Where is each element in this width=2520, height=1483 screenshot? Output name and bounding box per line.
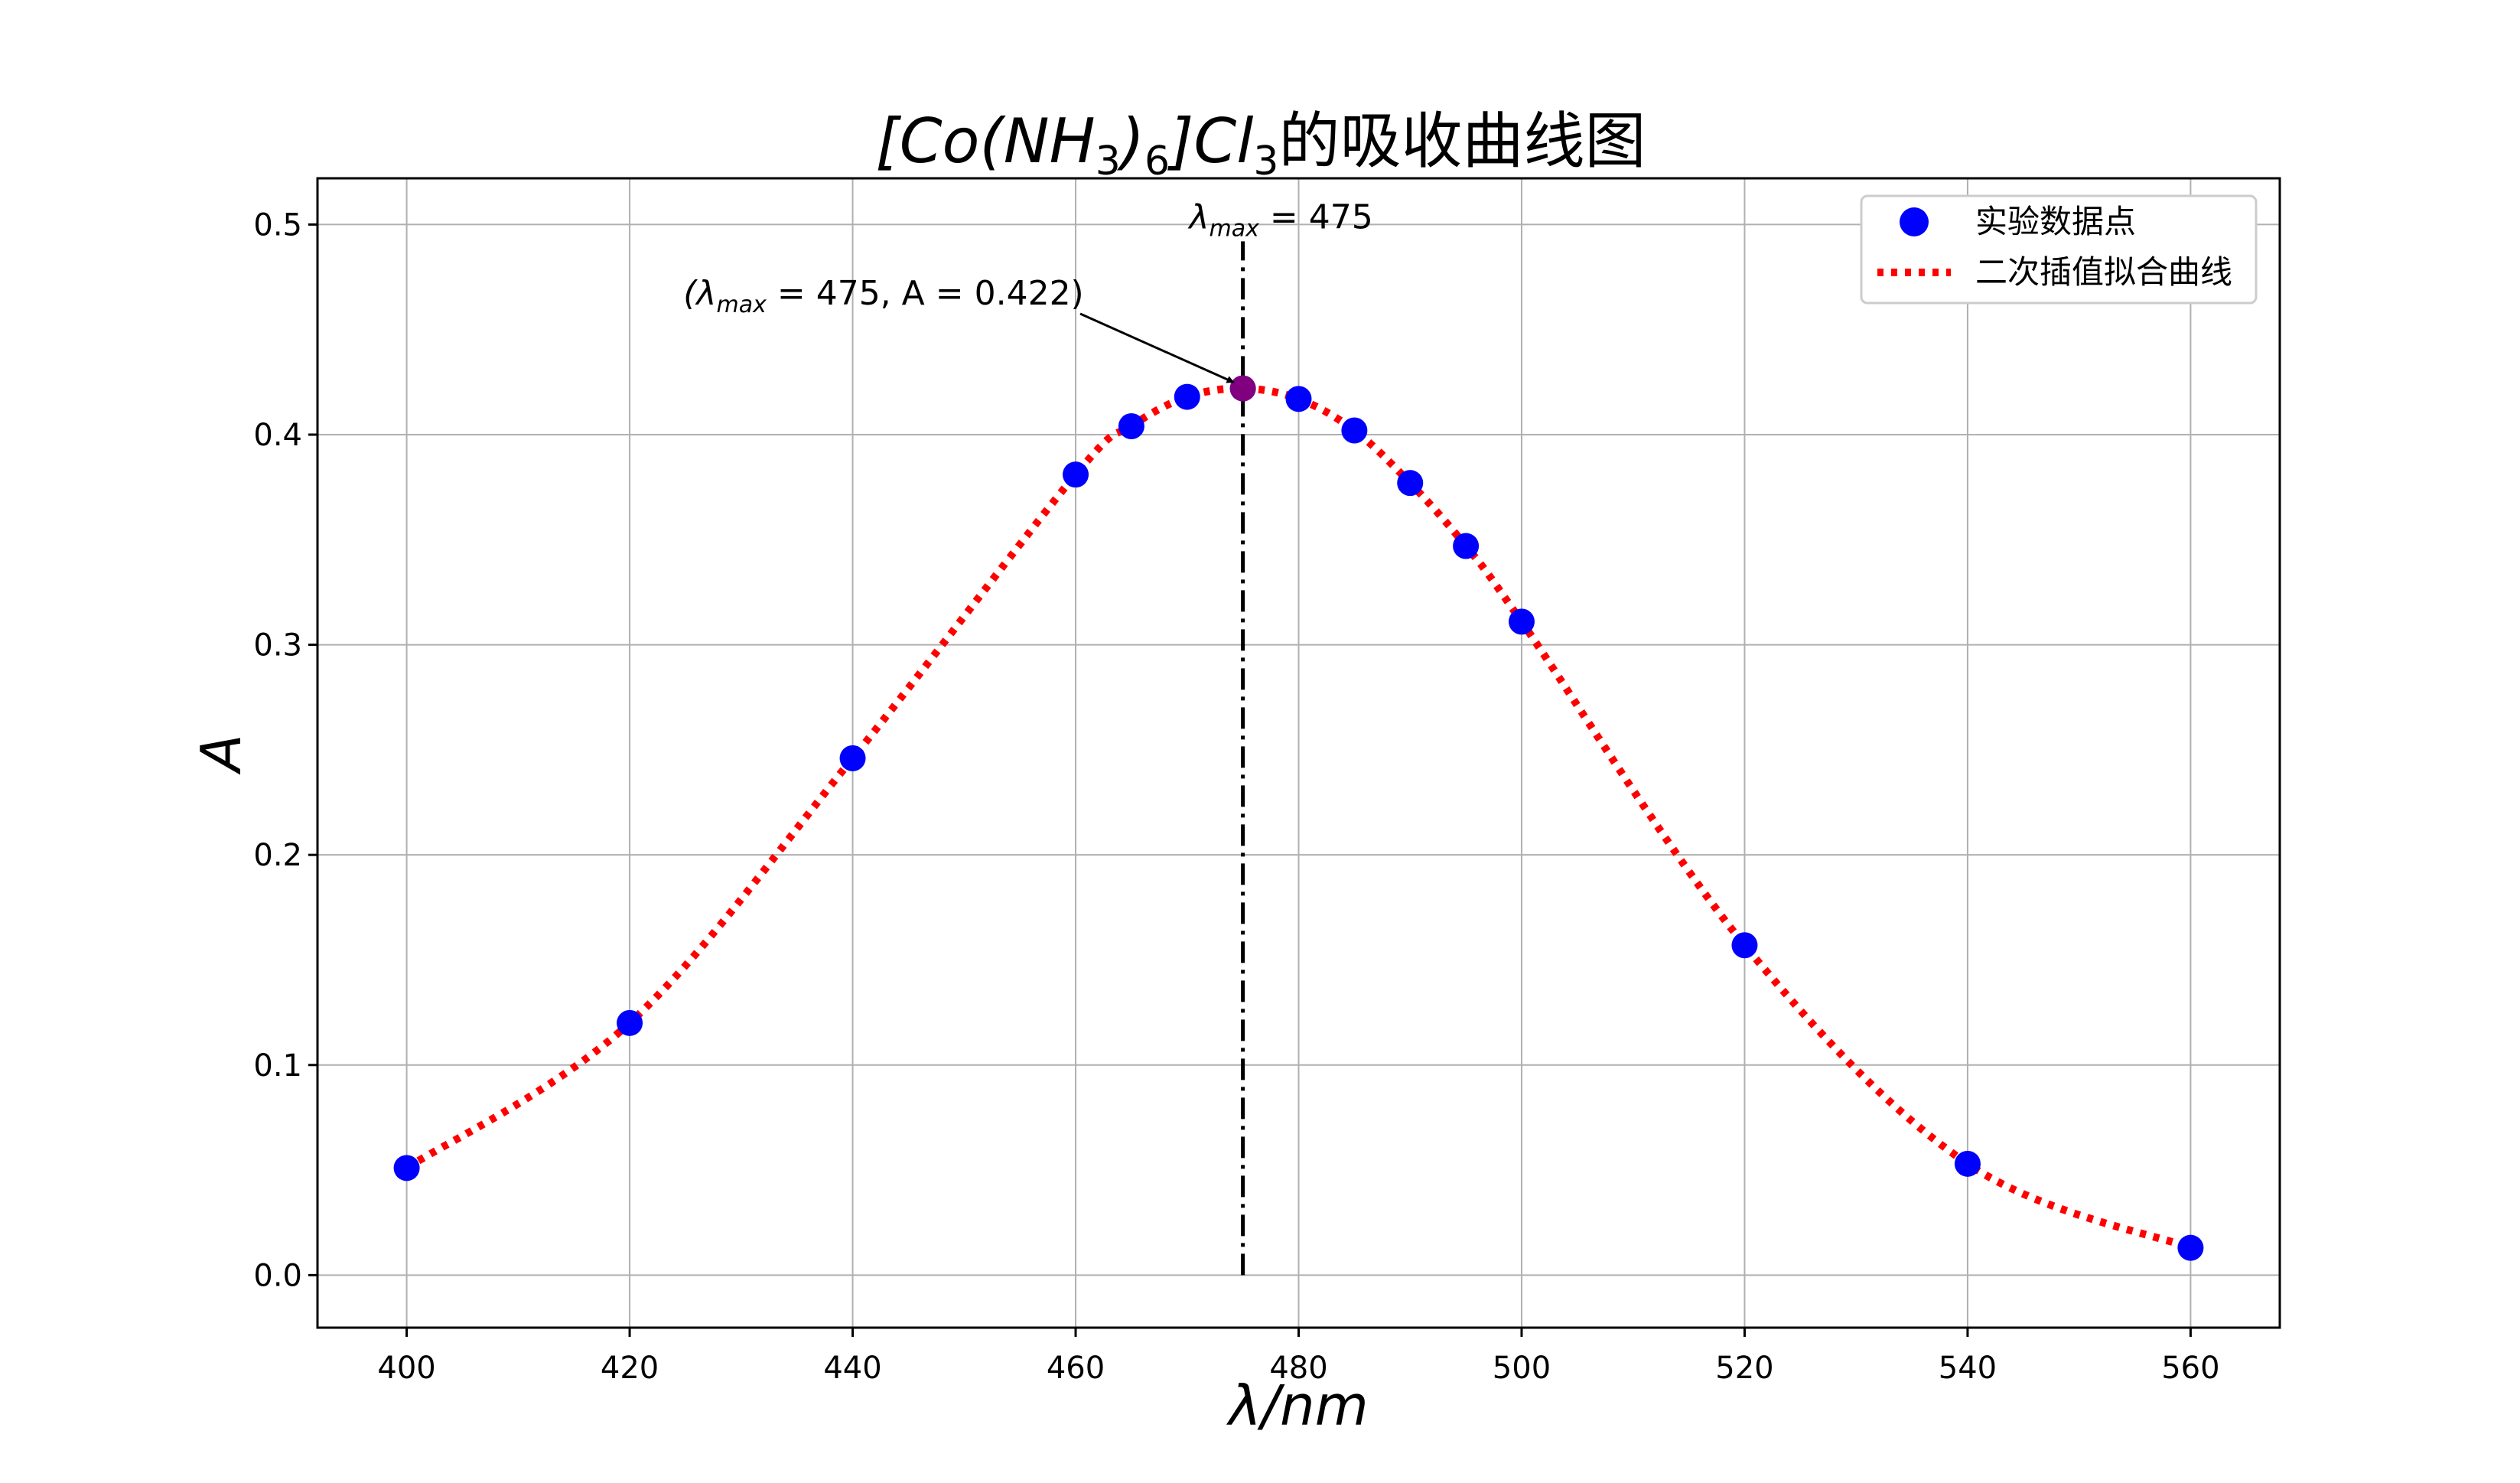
y-axis-ticks: 0.0 0.1 0.2 0.3 0.4 0.5 bbox=[253, 207, 317, 1293]
legend: 实验数据点 二次插值拟合曲线 bbox=[1860, 194, 2258, 305]
plot-frame bbox=[316, 177, 2281, 1329]
data-point bbox=[1285, 386, 1312, 412]
lambda-max-label: λmax = 475 bbox=[1188, 197, 1373, 242]
data-point bbox=[393, 1155, 420, 1182]
data-point bbox=[1954, 1150, 1981, 1177]
legend-scatter-marker bbox=[1900, 207, 1929, 236]
annotation-text: (λmax = 475, A = 0.422) bbox=[683, 274, 1083, 318]
data-points bbox=[393, 375, 2204, 1261]
y-tick-label: 0.5 bbox=[253, 207, 302, 243]
data-point bbox=[1118, 413, 1144, 440]
x-tick-label: 540 bbox=[1939, 1351, 1997, 1386]
x-tick-label: 480 bbox=[1269, 1351, 1327, 1386]
data-point bbox=[1174, 383, 1200, 410]
data-point bbox=[1397, 470, 1424, 497]
data-point bbox=[617, 1009, 643, 1036]
y-tick-label: 0.2 bbox=[253, 838, 302, 873]
x-tick-label: 560 bbox=[2161, 1351, 2219, 1386]
grid-lines bbox=[317, 178, 2280, 1328]
x-tick-label: 520 bbox=[1715, 1351, 1773, 1386]
data-point bbox=[1341, 417, 1368, 444]
x-tick-label: 440 bbox=[823, 1351, 881, 1386]
data-point bbox=[1731, 932, 1758, 959]
legend-scatter-label: 实验数据点 bbox=[1975, 203, 2136, 240]
y-tick-label: 0.0 bbox=[253, 1258, 302, 1293]
y-tick-label: 0.4 bbox=[253, 418, 302, 453]
y-axis-label: A bbox=[189, 734, 253, 774]
x-tick-label: 400 bbox=[377, 1351, 435, 1386]
max-point-highlight bbox=[1229, 375, 1256, 402]
annotation-arrow bbox=[1079, 312, 1235, 383]
data-point bbox=[2177, 1234, 2204, 1261]
x-tick-label: 460 bbox=[1047, 1351, 1105, 1386]
legend-box bbox=[1860, 194, 2258, 305]
data-point bbox=[1063, 461, 1089, 488]
data-point bbox=[1453, 533, 1480, 559]
x-tick-label: 500 bbox=[1493, 1351, 1551, 1386]
x-tick-label: 420 bbox=[601, 1351, 659, 1386]
legend-line-label: 二次插值拟合曲线 bbox=[1975, 253, 2232, 291]
y-tick-label: 0.3 bbox=[253, 628, 302, 663]
data-point bbox=[1508, 608, 1535, 635]
data-point bbox=[839, 745, 866, 771]
y-tick-label: 0.1 bbox=[253, 1048, 302, 1084]
x-axis-label: λ/nm bbox=[1226, 1374, 1369, 1438]
x-axis-ticks: 400 420 440 460 480 500 520 540 560 bbox=[377, 1328, 2220, 1386]
chart-title: [Co(NH3)6]Cl3的吸收曲线图 bbox=[875, 106, 1646, 184]
